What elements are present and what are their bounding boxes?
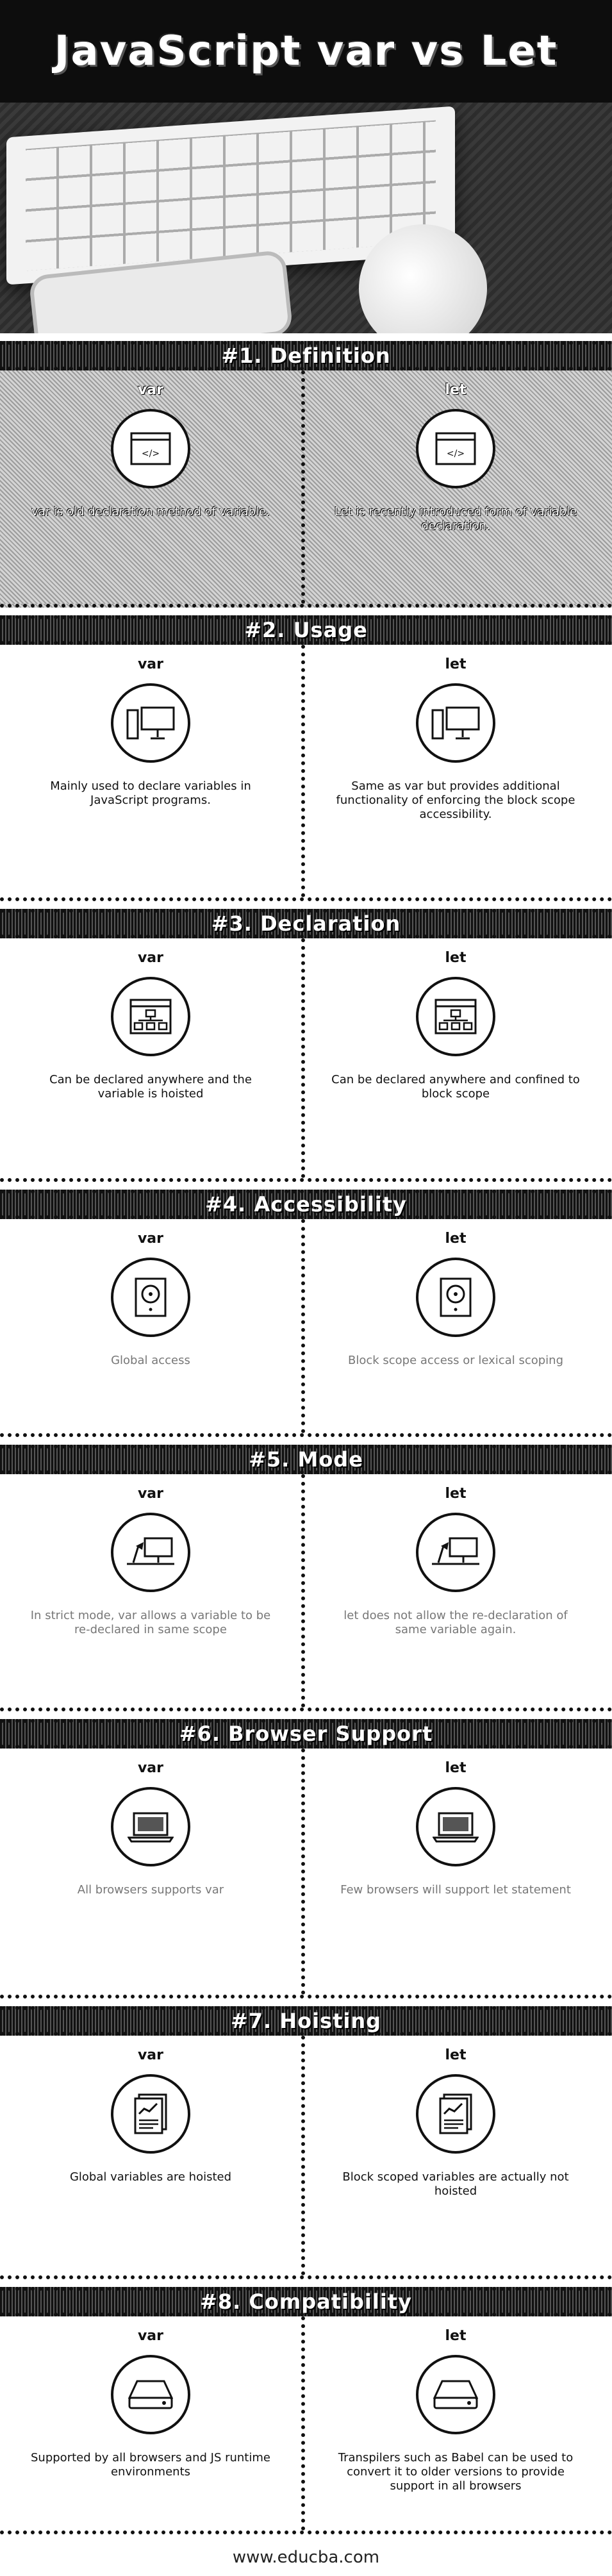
let-description: let does not allow the re-declaration of… — [343, 1609, 568, 1636]
hard-drive-icon — [416, 2355, 495, 2434]
var-description: Mainly used to declare variables in Java… — [50, 779, 251, 807]
section-heading-hoisting: #7. Hoisting — [0, 2006, 612, 2036]
let-description: Transpilers such as Babel can be used to… — [338, 2451, 574, 2493]
desk-computer-icon — [111, 1513, 190, 1592]
disk-drive-icon — [111, 1258, 190, 1337]
var-column: var All browsers supports var — [0, 1749, 301, 1995]
section-definition: var </> var is old declaration method of… — [0, 370, 612, 608]
section-usage: var Mainly used to declare variables in … — [0, 645, 612, 901]
let-label: let — [445, 950, 467, 966]
var-column: var In strict mode, var allows a variabl… — [0, 1474, 301, 1708]
column-divider — [301, 1219, 305, 1433]
let-description: Block scope access or lexical scoping — [347, 1354, 564, 1367]
desktop-computer-icon — [111, 683, 190, 763]
sitemap-window-icon — [416, 977, 495, 1056]
hard-drive-icon — [111, 2355, 190, 2434]
let-label: let — [445, 1760, 467, 1776]
let-column: let </> Let is recently introduced form … — [305, 370, 606, 604]
laptop-icon — [111, 1787, 190, 1866]
section-hoisting: var Global variables are hoisted let Blo… — [0, 2036, 612, 2279]
let-column: let Same as var but provides additional … — [305, 645, 606, 897]
var-label: var — [137, 1231, 164, 1247]
let-column: let Few browsers will support let statem… — [305, 1749, 606, 1995]
column-divider — [301, 938, 305, 1178]
section-heading-browser-support: #6. Browser Support — [0, 1719, 612, 1749]
section-mode: var In strict mode, var allows a variabl… — [0, 1474, 612, 1711]
var-column: var </> var is old declaration method of… — [0, 370, 301, 604]
section-compatibility: var Supported by all browsers and JS run… — [0, 2316, 612, 2534]
title-bar: JavaScript var vs Let — [0, 0, 612, 103]
document-chart-icon — [416, 2074, 495, 2154]
section-heading-accessibility: #4. Accessibility — [0, 1190, 612, 1219]
laptop-icon — [416, 1787, 495, 1866]
let-label: let — [445, 2328, 467, 2344]
var-column: var Supported by all browsers and JS run… — [0, 2316, 301, 2530]
column-divider — [301, 2036, 305, 2275]
document-chart-icon — [111, 2074, 190, 2154]
let-description: Same as var but provides additional func… — [336, 779, 575, 821]
section-heading-usage: #2. Usage — [0, 615, 612, 645]
let-label: let — [445, 656, 467, 672]
footer-url: www.educba.com — [232, 2547, 380, 2567]
column-divider — [301, 2316, 305, 2530]
var-label: var — [137, 2047, 164, 2063]
desk-computer-icon — [416, 1513, 495, 1592]
section-declaration: var Can be declared anywhere and the var… — [0, 938, 612, 1182]
column-divider — [301, 1749, 305, 1995]
var-description: In strict mode, var allows a variable to… — [30, 1609, 271, 1636]
var-column: var Global access — [0, 1219, 301, 1433]
disk-drive-icon — [416, 1258, 495, 1337]
column-divider — [301, 645, 305, 897]
let-label: let — [445, 1486, 467, 1502]
var-description: Global variables are hoisted — [69, 2170, 232, 2184]
var-description: All browsers supports var — [77, 1883, 224, 1897]
let-column: let let does not allow the re-declaratio… — [305, 1474, 606, 1708]
var-label: var — [137, 950, 164, 966]
var-label: var — [137, 1760, 164, 1776]
section-browser-support: var All browsers supports var let Few br… — [0, 1749, 612, 1998]
sitemap-window-icon — [111, 977, 190, 1056]
var-description: Supported by all browsers and JS runtime… — [31, 2451, 270, 2479]
column-divider — [301, 1474, 305, 1708]
var-description: var is old declaration method of variabl… — [31, 505, 270, 519]
let-column: let Block scoped variables are actually … — [305, 2036, 606, 2275]
let-description: Let is recently introduced form of varia… — [334, 505, 577, 533]
var-label: var — [137, 1486, 164, 1502]
let-label: let — [445, 382, 467, 398]
svg-text:</>: </> — [142, 449, 160, 459]
var-label: var — [137, 2328, 164, 2344]
var-column: var Global variables are hoisted — [0, 2036, 301, 2275]
var-label: var — [137, 382, 164, 398]
svg-text:</>: </> — [447, 449, 465, 459]
code-window-icon: </> — [111, 409, 190, 488]
var-label: var — [137, 656, 164, 672]
var-description: Global access — [111, 1354, 190, 1367]
let-column: let Transpilers such as Babel can be use… — [305, 2316, 606, 2530]
section-heading-compatibility: #8. Compatibility — [0, 2287, 612, 2316]
var-column: var Can be declared anywhere and the var… — [0, 938, 301, 1178]
code-window-icon: </> — [416, 409, 495, 488]
let-label: let — [445, 2047, 467, 2063]
var-description: Can be declared anywhere and the variabl… — [49, 1073, 252, 1101]
hero-image — [0, 103, 612, 333]
section-accessibility: var Global access let Block scope access… — [0, 1219, 612, 1437]
let-description: Can be declared anywhere and confined to… — [331, 1073, 580, 1101]
desktop-computer-icon — [416, 683, 495, 763]
let-label: let — [445, 1231, 467, 1247]
let-column: let Block scope access or lexical scopin… — [305, 1219, 606, 1433]
mouse-image — [359, 224, 487, 333]
section-heading-definition: #1. Definition — [0, 341, 612, 370]
var-column: var Mainly used to declare variables in … — [0, 645, 301, 897]
page-title: JavaScript var vs Let — [54, 28, 558, 75]
let-description: Few browsers will support let statement — [340, 1883, 571, 1897]
let-description: Block scoped variables are actually not … — [342, 2170, 569, 2198]
section-heading-mode: #5. Mode — [0, 1445, 612, 1474]
section-heading-declaration: #3. Declaration — [0, 909, 612, 938]
let-column: let Can be declared anywhere and confine… — [305, 938, 606, 1178]
column-divider — [301, 370, 305, 604]
